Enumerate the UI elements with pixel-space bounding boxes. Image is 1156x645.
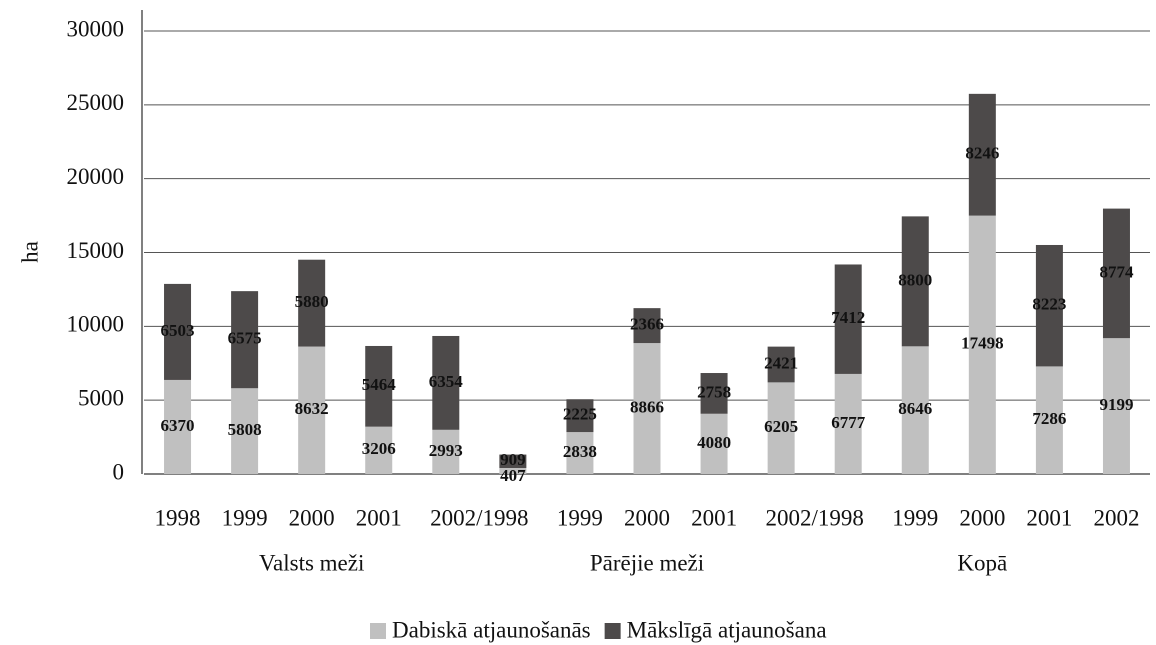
value-label: 8246	[965, 144, 999, 163]
bar-segment	[566, 399, 594, 433]
bar-segment	[298, 259, 326, 347]
x-tick-label: 2002	[1093, 505, 1139, 530]
value-label: 2366	[630, 315, 664, 334]
y-axis-label: ha	[17, 241, 42, 263]
bar-segment	[365, 426, 393, 474]
legend-swatch	[370, 623, 386, 639]
bar-segment	[1102, 208, 1130, 339]
bar-segment	[1035, 366, 1063, 474]
bar-segment	[365, 345, 393, 427]
bar-segment	[968, 215, 996, 475]
value-label: 6503	[161, 321, 195, 340]
value-label: 909	[500, 450, 526, 469]
value-label: 6354	[429, 372, 464, 391]
legend-label: Dabiskā atjaunošanās	[392, 617, 591, 642]
bar-segment	[834, 373, 862, 474]
bar-segment	[499, 467, 527, 474]
y-tick-label: 25000	[67, 90, 125, 115]
value-label: 8774	[1099, 262, 1134, 281]
value-label: 4080	[697, 433, 731, 452]
value-label: 8632	[295, 399, 329, 418]
x-tick-label: 2000	[289, 505, 335, 530]
bar-segment	[901, 216, 929, 347]
group-label: Pārējie meži	[590, 550, 704, 575]
bar-segment	[231, 291, 259, 389]
bar-segment	[499, 454, 527, 468]
value-label: 2838	[563, 442, 597, 461]
x-tick-label: 2000	[624, 505, 670, 530]
y-tick-label: 20000	[67, 164, 125, 189]
value-label: 5808	[228, 420, 262, 439]
legend-label: Mākslīgā atjaunošana	[627, 617, 827, 642]
value-label: 7412	[831, 308, 865, 327]
value-label: 8866	[630, 397, 664, 416]
x-tick-label: 1998	[155, 505, 201, 530]
value-label: 9199	[1099, 395, 1133, 414]
bar-segment	[968, 93, 996, 216]
x-tick-label: 2002/1998	[430, 505, 528, 530]
bar-segment	[633, 308, 661, 344]
y-tick-label: 15000	[67, 238, 125, 263]
x-tick-label: 2000	[959, 505, 1005, 530]
value-label: 5880	[295, 292, 329, 311]
value-label: 6370	[161, 416, 195, 435]
legend-swatch	[604, 623, 621, 639]
value-label: 6575	[228, 329, 262, 348]
bar-segment	[1102, 338, 1130, 474]
y-tick-label: 0	[113, 459, 125, 484]
bar-segment	[1035, 244, 1063, 367]
group-label: Valsts meži	[259, 550, 364, 575]
bar-segment	[700, 413, 728, 474]
bar-segment	[231, 388, 259, 474]
bar-segment	[834, 264, 862, 374]
y-tick-label: 30000	[67, 16, 125, 41]
value-label: 8800	[898, 270, 932, 289]
value-label: 2421	[764, 353, 798, 372]
value-label: 2993	[429, 441, 463, 460]
x-tick-label: 2002/1998	[765, 505, 863, 530]
value-label: 2758	[697, 382, 731, 401]
value-label: 6777	[831, 413, 866, 432]
value-label: 17498	[961, 334, 1004, 353]
value-label: 6205	[764, 417, 798, 436]
value-label: 7286	[1032, 409, 1066, 428]
x-tick-label: 1999	[557, 505, 603, 530]
x-tick-label: 1999	[222, 505, 268, 530]
bar-segment	[432, 429, 460, 474]
bar-segment	[700, 373, 728, 414]
y-tick-label: 10000	[67, 312, 125, 337]
x-tick-label: 2001	[1026, 505, 1072, 530]
x-tick-label: 1999	[892, 505, 938, 530]
x-tick-label: 2001	[356, 505, 402, 530]
bar-segment	[164, 379, 192, 474]
x-tick-label: 2001	[691, 505, 737, 530]
bar-segment	[298, 346, 326, 474]
y-tick-label: 5000	[78, 385, 124, 410]
value-label: 407	[500, 466, 526, 485]
bar-segment	[633, 343, 661, 474]
value-label: 5464	[362, 375, 397, 394]
value-label: 8223	[1032, 295, 1066, 314]
group-label: Kopā	[957, 550, 1007, 575]
bar-segment	[566, 432, 594, 474]
value-label: 2225	[563, 405, 597, 424]
bar-segment	[901, 346, 929, 474]
value-label: 8646	[898, 399, 932, 418]
bar-segment	[432, 335, 460, 430]
value-label: 3206	[362, 439, 396, 458]
bar-segment	[767, 346, 795, 383]
bar-segment	[767, 382, 795, 474]
bar-segment	[164, 283, 192, 380]
